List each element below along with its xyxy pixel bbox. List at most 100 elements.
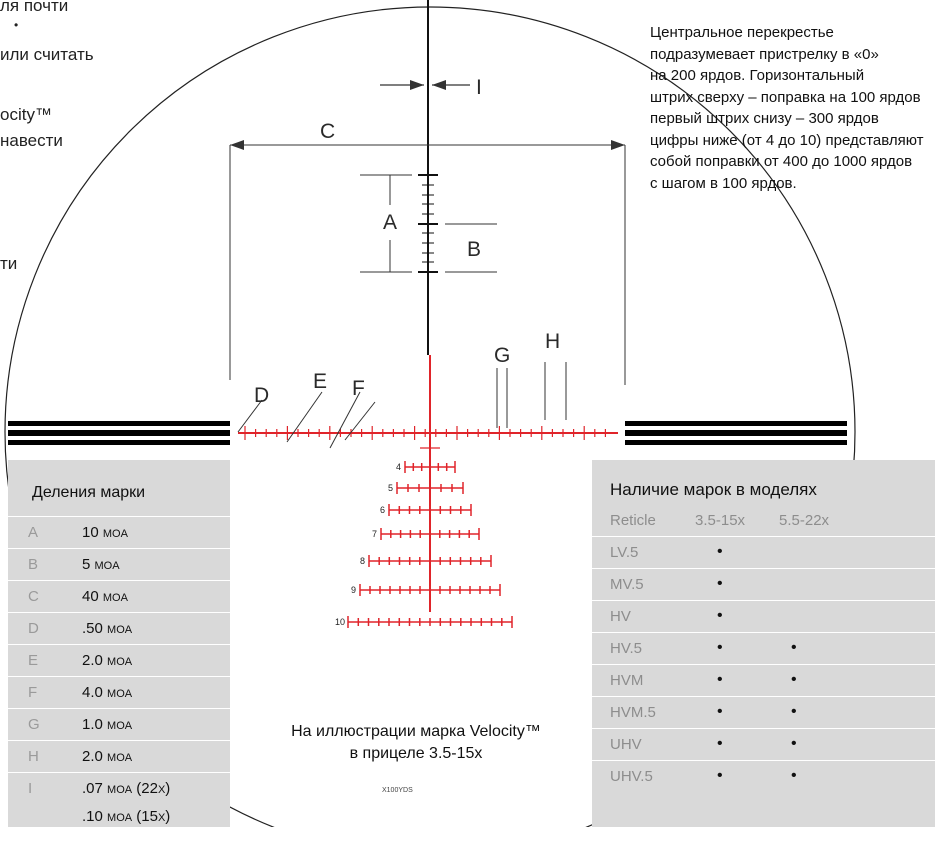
division-value: .50 MOA	[82, 620, 133, 637]
label-g: G	[494, 344, 510, 367]
division-value: 2.0 MOA	[82, 748, 133, 765]
label-c: C	[320, 120, 335, 143]
availability-panel: Наличие марок в моделях Reticle 3.5-15x …	[592, 460, 935, 827]
division-value: 2.0 MOA	[82, 652, 133, 669]
dimension-c	[229, 140, 626, 385]
label-d: D	[254, 384, 269, 407]
availability-dot-3-5-15x: •	[717, 639, 723, 656]
division-value: 10 MOA	[82, 524, 128, 541]
label-b: B	[467, 238, 481, 261]
vertical-ticks	[418, 174, 438, 273]
scope-circle	[4, 6, 856, 842]
header-3-5-15x: 3.5-15x	[695, 512, 746, 529]
leader-lines	[237, 362, 567, 449]
note-line: с шагом в 100 ярдов.	[650, 174, 797, 192]
zero-note: Центральное перекрестье подразумевает пр…	[650, 22, 935, 194]
divisions-panel: Деления марки A 10 MOA B 5 MOA C 40 MOA D .50 M…	[8, 460, 230, 827]
note-line: цифры ниже (от 4 до 10) представляют	[650, 131, 924, 149]
division-value: 1.0 MOA	[82, 716, 133, 733]
note-line: первый штрих снизу – 300 ярдов	[650, 110, 879, 127]
fragment-6: ти	[0, 254, 18, 273]
division-letter: B	[28, 556, 39, 573]
availability-dot-5-5-22x: •	[791, 639, 797, 656]
availability-row: MV.5 •	[592, 568, 935, 600]
division-letter: E	[28, 652, 39, 669]
availability-dot-5-5-22x: •	[791, 671, 797, 688]
division-row: E 2.0 MOA	[8, 644, 230, 676]
division-row: I .07 MOA (22X) .10 MOA (15X)	[8, 772, 230, 842]
holdover-number: 4	[396, 462, 401, 472]
fragment-2: •	[14, 18, 19, 32]
availability-dot-3-5-15x: •	[717, 735, 723, 752]
division-letter: A	[28, 524, 39, 541]
availability-row: UHV.5 • •	[592, 760, 935, 792]
division-value: 40 MOA	[82, 588, 128, 605]
label-e: E	[313, 370, 327, 393]
availability-dot-3-5-15x: •	[717, 575, 723, 592]
caption-line: На иллюстрации марка Velocity™	[291, 723, 541, 740]
division-value: .07 MOA (22X)	[82, 780, 171, 797]
divisions-title: Деления марки	[32, 484, 146, 501]
x100yds-label: X100YDS	[382, 787, 413, 794]
division-row: D .50 MOA	[8, 612, 230, 644]
division-row: B 5 MOA	[8, 548, 230, 580]
division-value: 5 MOA	[82, 556, 120, 573]
note-line: на 200 ярдов. Горизонтальный	[650, 67, 865, 84]
fragment-5: навести	[0, 131, 63, 150]
label-i: I	[476, 76, 482, 99]
holdover-number: 5	[388, 483, 393, 493]
division-letter: C	[28, 588, 39, 605]
availability-row: LV.5 •	[592, 536, 935, 568]
availability-dot-3-5-15x: •	[717, 607, 723, 624]
holdover-number: 8	[360, 556, 365, 566]
availability-row: HV.5 • •	[592, 632, 935, 664]
reticle-name: LV.5	[610, 544, 639, 561]
holdover-numbers: 4 5 6 7 8 9 10	[335, 462, 401, 627]
fragment-4: ocity™	[0, 105, 52, 124]
right-thick-post	[625, 421, 847, 445]
dimension-b	[445, 223, 497, 273]
reticle-name: HVM	[610, 672, 644, 689]
note-line: Центральное перекрестье	[650, 24, 834, 41]
availability-title: Наличие марок в моделях	[610, 480, 817, 499]
reticle-name: UHV.5	[610, 768, 653, 785]
availability-dot-3-5-15x: •	[717, 543, 723, 560]
division-letter: I	[28, 780, 33, 797]
availability-dot-5-5-22x: •	[791, 735, 797, 752]
reticle-name: HVM.5	[610, 704, 656, 721]
holdover-number: 6	[380, 505, 385, 515]
division-letter: H	[28, 748, 39, 765]
division-letter: F	[28, 684, 38, 701]
division-row: F 4.0 MOA	[8, 676, 230, 708]
availability-dot-3-5-15x: •	[717, 767, 723, 784]
division-value-secondary: .10 MOA (15X)	[82, 808, 171, 825]
note-line: штрих сверху – поправка на 100 ярдов	[650, 88, 921, 106]
header-reticle: Reticle	[610, 512, 656, 529]
division-row: H 2.0 MOA	[8, 740, 230, 772]
availability-dot-5-5-22x: •	[791, 767, 797, 784]
division-row: A 10 MOA	[8, 516, 230, 548]
division-letter: G	[28, 716, 40, 733]
label-f: F	[352, 377, 365, 400]
illustration-caption: На иллюстрации марка Velocity™ в прицеле…	[256, 721, 576, 765]
division-letter: D	[28, 620, 39, 637]
fragment-3: или считать	[0, 45, 94, 64]
availability-row: UHV • •	[592, 728, 935, 760]
reticle-name: HV.5	[610, 640, 642, 657]
label-a: A	[383, 211, 397, 234]
availability-row: HVM.5 • •	[592, 696, 935, 728]
holdover-number: 10	[335, 617, 345, 627]
reticle-name: MV.5	[610, 576, 644, 593]
division-value: 4.0 MOA	[82, 684, 133, 701]
availability-row: HVM • •	[592, 664, 935, 696]
division-row: C 40 MOA	[8, 580, 230, 612]
note-line: собой поправки от 400 до 1000 ярдов	[650, 153, 913, 170]
dimension-i	[380, 80, 470, 90]
reticle-name: HV	[610, 608, 631, 625]
availability-dot-3-5-15x: •	[717, 671, 723, 688]
availability-dot-5-5-22x: •	[791, 703, 797, 720]
holdover-number: 7	[372, 529, 377, 539]
availability-dot-3-5-15x: •	[717, 703, 723, 720]
